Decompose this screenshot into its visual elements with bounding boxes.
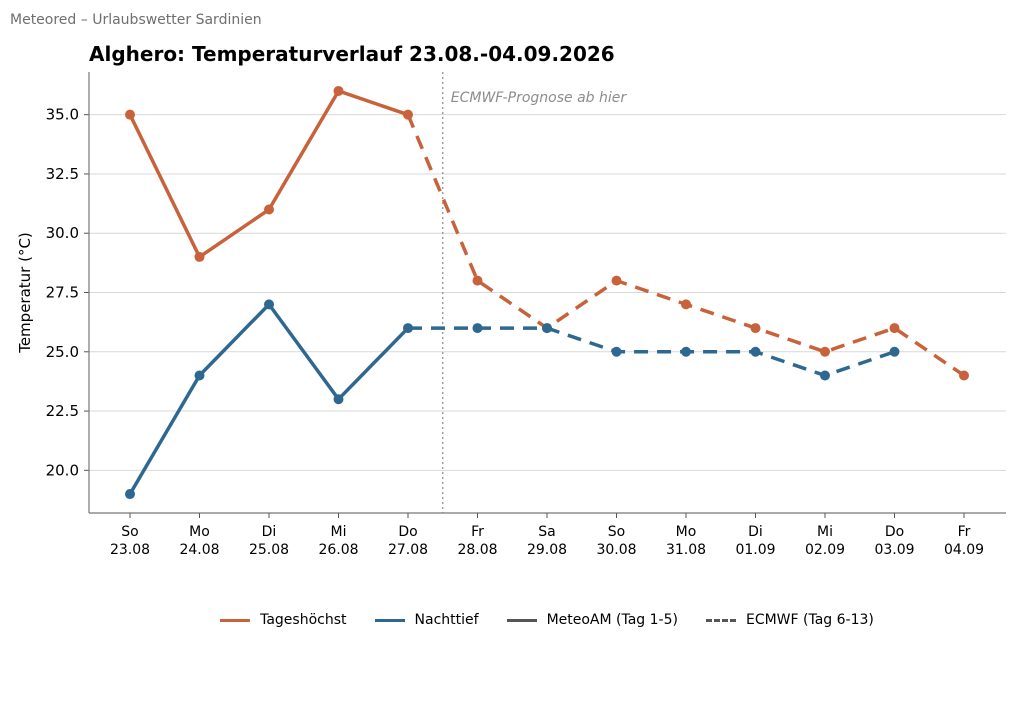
data-point-max [820,346,830,357]
x-tick-weekday: So [608,524,625,540]
legend-label: Nachttief [414,612,479,628]
grid-layer [89,114,1006,471]
x-tick-date: 25.08 [249,542,289,558]
x-tick-date: 04.09 [944,542,984,558]
data-point-max [681,299,691,310]
data-point-min [889,346,900,357]
legend-label: ECMWF (Tag 6-13) [745,612,874,628]
y-tick-label: 25.0 [46,343,79,361]
x-tick-date: 30.08 [596,542,636,558]
forecast-annotation: ECMWF-Prognose ab hier [451,90,628,106]
data-point-max [194,251,205,262]
app-title: Meteored – Urlaubswetter Sardinien [10,12,262,28]
x-tick-date: 29.08 [527,542,567,558]
x-tick-weekday: Do [398,524,417,540]
data-point-min [750,346,761,357]
x-tick-weekday: Do [885,524,904,540]
chart-title: Alghero: Temperaturverlauf 23.08.-04.09.… [89,42,615,66]
x-tick-weekday: Di [748,524,763,540]
data-point-max [472,275,483,286]
x-tick-weekday: So [121,524,138,540]
data-point-max [264,204,274,215]
x-tick-date: 31.08 [666,542,706,558]
series-layer [125,85,969,500]
data-point-min [125,489,135,500]
data-point-max [611,275,622,286]
legend-swatch [220,618,251,622]
x-tick-date: 28.08 [457,542,497,558]
data-point-min [333,394,344,405]
x-tick-date: 24.08 [179,542,219,558]
data-point-max [125,109,135,120]
y-tick-label: 22.5 [46,402,79,420]
legend-swatch [374,618,405,622]
x-tick-weekday: Di [262,524,277,540]
y-axis-label: Temperatur (°C) [16,232,34,354]
x-tick-weekday: Mo [676,524,697,540]
legend-label: Tageshöchst [260,612,347,628]
x-tick-weekday: Mo [189,524,210,540]
x-tick-date: 23.08 [110,542,150,558]
y-tick-label: 32.5 [46,165,79,183]
y-tick-label: 30.0 [46,224,79,242]
x-tick-date: 01.09 [735,542,775,558]
label-layer: 20.0 22.5 25.0 27.5 30.0 32.5 35.0 Temperatur (… [16,90,984,558]
y-tick-label: 27.5 [46,284,79,302]
legend-swatch [506,618,537,622]
data-point-min [472,323,483,334]
legend-item: MeteoAM (Tag 1-5) [506,612,678,628]
legend-item: Nachttief [374,612,479,628]
chart-legend: Tageshöchst Nachttief MeteoAM (Tag 1-5) ECM… [0,612,1024,628]
data-point-min [542,323,552,334]
y-tick-label: 35.0 [46,106,79,124]
data-point-max [333,85,344,96]
y-tick-label: 20.0 [46,461,79,479]
data-point-max [889,323,900,334]
data-point-max [750,323,761,334]
data-point-min [264,299,274,310]
x-tick-date: 26.08 [318,542,358,558]
x-tick-weekday: Sa [538,524,555,540]
data-point-min [681,346,691,357]
legend-item: Tageshöchst [220,612,347,628]
x-tick-weekday: Fr [958,524,971,540]
series-line-dashed-min [408,326,896,378]
data-point-max [403,109,413,120]
x-tick-weekday: Mi [817,524,833,540]
data-point-min [820,370,830,381]
legend-swatch [705,618,736,622]
axis-layer [84,72,1006,518]
legend-label: MeteoAM (Tag 1-5) [546,612,678,628]
data-point-max [959,370,969,381]
x-tick-weekday: Fr [471,524,484,540]
data-point-min [403,323,413,334]
x-tick-date: 03.09 [874,542,914,558]
data-point-min [194,370,205,381]
x-tick-date: 02.09 [805,542,845,558]
data-point-min [611,346,622,357]
legend-item: ECMWF (Tag 6-13) [705,612,874,628]
series-line-dashed-max [406,114,965,377]
series-line-solid-min [128,302,410,496]
x-tick-date: 27.08 [388,542,428,558]
x-tick-weekday: Mi [331,524,347,540]
